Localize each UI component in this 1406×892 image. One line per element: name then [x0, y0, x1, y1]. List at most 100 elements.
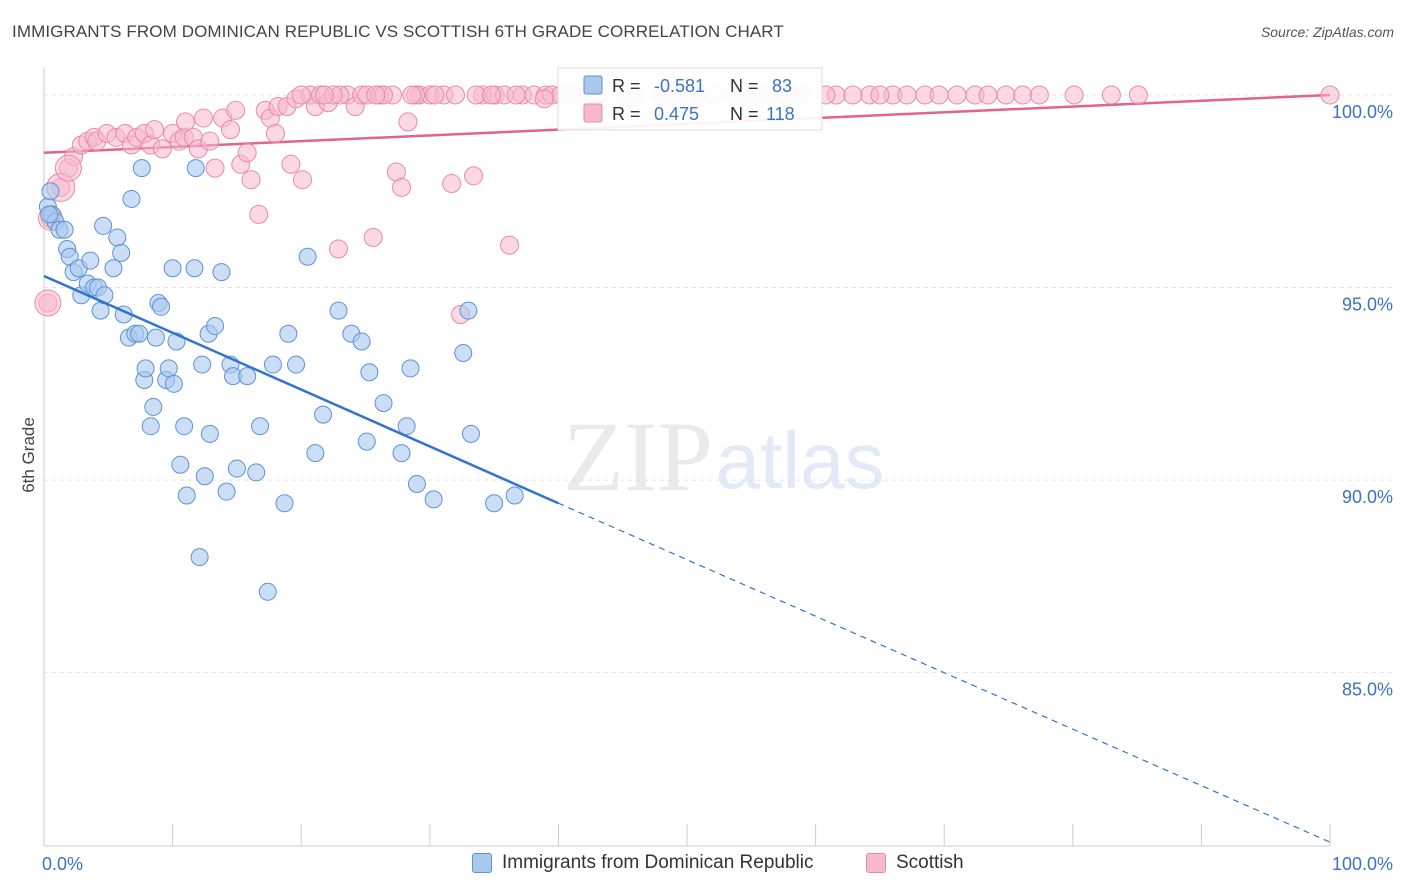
data-point-dominican-republic [122, 189, 141, 208]
trend-line [43, 274, 559, 505]
data-point-scottish [145, 120, 165, 140]
data-point-scottish [34, 289, 62, 317]
data-point-scottish [446, 85, 466, 105]
data-point-scottish [534, 89, 554, 109]
trend-line-dominican-republic [43, 274, 1331, 843]
y-tick-label: 85.0% [1342, 680, 1393, 700]
data-point-scottish [843, 85, 863, 105]
data-point-dominican-republic [461, 424, 480, 443]
data-point-dominican-republic [314, 405, 333, 424]
data-point-dominican-republic [81, 251, 100, 270]
data-point-dominican-republic [247, 463, 266, 482]
data-point-scottish [237, 143, 257, 163]
data-point-dominican-republic [298, 247, 317, 266]
axes [43, 68, 1331, 847]
data-point-scottish [1101, 85, 1121, 105]
y-tick-label: 95.0% [1342, 295, 1393, 315]
data-point-scottish [897, 85, 917, 105]
legend-swatch [866, 853, 886, 873]
source-credit: Source: ZipAtlas.com [1260, 24, 1394, 40]
data-point-dominican-republic [193, 355, 212, 374]
y-axis-label: 6th Grade [19, 417, 38, 493]
legend-r-label: R = [612, 104, 641, 124]
data-point-dominican-republic [212, 263, 231, 282]
legend-label: Immigrants from Dominican Republic [502, 852, 814, 873]
data-point-dominican-republic [287, 355, 306, 374]
data-point-dominican-republic [485, 494, 504, 513]
zipatlas-watermark: ZIP atlas [563, 401, 884, 512]
data-point-scottish [152, 139, 172, 159]
chart-title: IMMIGRANTS FROM DOMINICAN REPUBLIC VS SC… [12, 22, 784, 41]
data-point-scottish [366, 85, 386, 105]
data-point-dominican-republic [136, 359, 155, 378]
data-point-dominican-republic [108, 228, 127, 247]
legend-r-value: -0.581 [654, 76, 705, 96]
data-point-scottish [175, 112, 195, 132]
data-point-scottish [500, 235, 520, 255]
data-point-dominican-republic [407, 474, 426, 493]
watermark-zip: ZIP [563, 401, 713, 512]
legend-swatch-pink [583, 103, 603, 123]
data-point-dominican-republic [94, 216, 113, 235]
correlation-legend: R = -0.581 N = 83 R = 0.475 N = 118 [557, 67, 823, 131]
data-point-dominican-republic [227, 459, 246, 478]
data-point-dominican-republic [352, 332, 371, 351]
x-tick-label: 0.0% [42, 854, 83, 874]
legend-n-value: 118 [766, 104, 795, 124]
data-point-scottish [193, 108, 213, 128]
trend-line-extension [558, 502, 1331, 843]
data-point-scottish [281, 154, 301, 174]
data-point-scottish [402, 85, 422, 105]
series-legend: Immigrants from Dominican Republic Scott… [0, 852, 1406, 878]
data-point-scottish [220, 120, 240, 140]
data-point-scottish [1013, 85, 1033, 105]
data-point-dominican-republic [112, 243, 131, 262]
data-point-scottish [442, 174, 462, 194]
legend-r-label: R = [612, 76, 641, 96]
data-point-dominican-republic [217, 482, 236, 501]
data-point-dominican-republic [185, 259, 204, 278]
data-point-dominican-republic [146, 328, 165, 347]
data-point-dominican-republic [144, 397, 163, 416]
data-point-dominican-republic [195, 467, 214, 486]
data-point-dominican-republic [424, 490, 443, 509]
data-point-scottish [1029, 85, 1049, 105]
data-point-scottish [291, 85, 311, 105]
data-point-scottish [54, 154, 82, 182]
y-tick-label: 100.0% [1332, 102, 1393, 122]
watermark-atlas: atlas [716, 416, 885, 505]
data-point-scottish [947, 85, 967, 105]
legend-item-scottish[interactable]: Scottish [866, 852, 964, 874]
data-point-scottish [1128, 85, 1148, 105]
legend-label: Scottish [896, 852, 964, 873]
data-point-dominican-republic [190, 548, 209, 567]
data-point-dominican-republic [279, 324, 298, 343]
data-point-dominican-republic [152, 297, 171, 316]
data-point-dominican-republic [454, 344, 473, 363]
data-point-scottish [292, 170, 312, 190]
tick-labels: 85.0% 90.0% 95.0% 100.0% 0.0% 100.0% [42, 102, 1393, 874]
data-point-dominican-republic [329, 301, 348, 320]
data-point-scottish [328, 239, 348, 259]
data-point-scottish [226, 100, 246, 120]
data-point-dominican-republic [130, 324, 149, 343]
data-point-scottish [363, 227, 383, 247]
data-point-dominican-republic [41, 182, 60, 201]
legend-n-label: N = [730, 76, 759, 96]
data-point-dominican-republic [163, 259, 182, 278]
data-point-dominican-republic [132, 159, 151, 178]
data-point-scottish [200, 131, 220, 151]
data-point-dominican-republic [258, 582, 277, 601]
data-point-scottish [996, 85, 1016, 105]
data-point-scottish [392, 177, 412, 197]
x-tick-label: 100.0% [1332, 854, 1393, 874]
data-point-dominican-republic [164, 374, 183, 393]
data-point-dominican-republic [360, 363, 379, 382]
legend-item-dominican-republic[interactable]: Immigrants from Dominican Republic [472, 852, 814, 874]
data-point-dominican-republic [397, 417, 416, 436]
data-point-dominican-republic [392, 444, 411, 463]
data-point-scottish [1064, 85, 1084, 105]
data-point-scottish [978, 85, 998, 105]
legend-swatch [472, 853, 492, 873]
legend-n-label: N = [730, 104, 759, 124]
